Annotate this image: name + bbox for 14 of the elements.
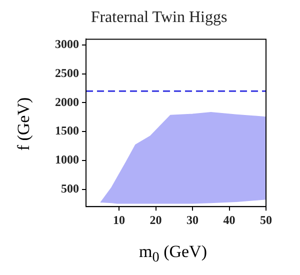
y-axis-title: f (GeV) xyxy=(14,97,34,151)
x-tick-label: 20 xyxy=(150,212,162,227)
chart-title: Fraternal Twin Higgs xyxy=(90,8,228,26)
y-tick-label: 1500 xyxy=(55,124,79,138)
x-tick-label: 40 xyxy=(223,212,236,227)
y-tick-label: 1000 xyxy=(55,152,79,167)
y-tick-label: 2000 xyxy=(55,94,79,109)
y-tick-label: 2500 xyxy=(55,66,79,80)
x-tick-label: 10 xyxy=(113,212,126,227)
x-tick-label: 50 xyxy=(260,212,272,227)
x-tick-label: 30 xyxy=(186,212,199,227)
y-tick-label: 3000 xyxy=(55,37,79,52)
y-tick-label: 500 xyxy=(61,181,79,196)
x-axis-title: m$_{0}$ (GeV) xyxy=(138,242,208,266)
